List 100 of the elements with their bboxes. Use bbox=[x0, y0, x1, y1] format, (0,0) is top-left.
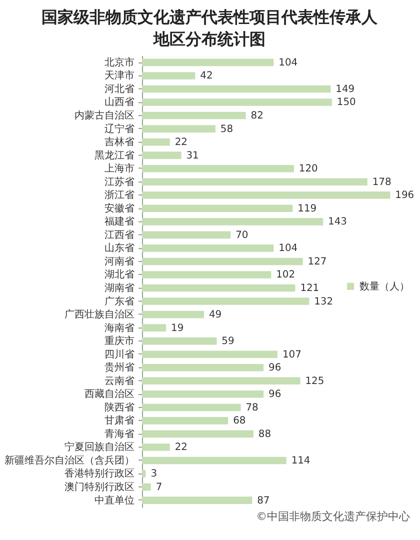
bar bbox=[142, 112, 246, 120]
y-tick-label: 新疆维吾尔自治区（含兵团） bbox=[4, 454, 135, 466]
bar bbox=[142, 284, 296, 292]
bar bbox=[142, 138, 170, 146]
y-tick-label: 江西省 bbox=[104, 228, 135, 241]
bar bbox=[142, 191, 390, 199]
y-tick-label: 重庆市 bbox=[104, 335, 135, 348]
bar bbox=[142, 244, 274, 252]
data-label: 82 bbox=[250, 110, 264, 122]
y-tick-label: 四川省 bbox=[104, 348, 135, 360]
bar bbox=[142, 125, 216, 132]
data-label: 119 bbox=[298, 203, 317, 214]
bar bbox=[142, 218, 324, 226]
y-tick-label: 黑龙江省 bbox=[94, 149, 135, 162]
data-label: 58 bbox=[220, 124, 234, 135]
bar bbox=[142, 310, 204, 318]
data-label: 196 bbox=[395, 190, 414, 202]
y-tick-label: 甘肃省 bbox=[104, 414, 135, 427]
bar bbox=[142, 404, 241, 412]
data-label: 22 bbox=[174, 442, 188, 454]
y-tick-label: 贵州省 bbox=[104, 362, 135, 374]
y-tick-label: 海南省 bbox=[104, 322, 135, 334]
y-tick-label: 河南省 bbox=[104, 255, 135, 268]
data-label: 3 bbox=[150, 468, 158, 480]
data-label: 125 bbox=[305, 376, 324, 387]
y-tick-label: 香港特别行政区 bbox=[64, 468, 135, 480]
legend-label: 数量（人） bbox=[359, 281, 410, 292]
bar bbox=[142, 470, 146, 478]
y-tick-label: 湖北省 bbox=[104, 268, 135, 281]
data-label: 178 bbox=[372, 176, 392, 188]
y-tick-label: 中直单位 bbox=[94, 494, 135, 506]
data-label: 104 bbox=[278, 243, 298, 254]
y-tick-label: 广西壮族自治区 bbox=[64, 308, 135, 321]
y-tick-label: 湖南省 bbox=[104, 282, 135, 294]
y-tick-label: 河北省 bbox=[104, 82, 135, 95]
y-tick-label: 陕西省 bbox=[104, 401, 135, 414]
y-tick-label: 山东省 bbox=[104, 242, 135, 254]
y-tick-label: 宁夏回族自治区 bbox=[64, 441, 135, 454]
y-tick-label: 西藏自治区 bbox=[84, 388, 135, 400]
bar bbox=[142, 231, 231, 239]
bar bbox=[142, 496, 252, 504]
y-tick-label: 天津市 bbox=[104, 70, 135, 82]
bar bbox=[142, 364, 264, 372]
bar bbox=[142, 324, 166, 332]
data-label: 7 bbox=[156, 482, 162, 494]
data-label: 19 bbox=[171, 322, 184, 334]
data-label: 87 bbox=[257, 495, 270, 506]
bar bbox=[142, 456, 286, 464]
y-tick-label: 安徽省 bbox=[104, 202, 135, 214]
bar bbox=[142, 430, 254, 438]
y-tick-label: 吉林省 bbox=[104, 136, 135, 148]
data-label: 68 bbox=[233, 416, 246, 427]
data-label: 121 bbox=[300, 282, 320, 294]
data-label: 132 bbox=[314, 296, 334, 308]
y-tick-label: 内蒙古自治区 bbox=[74, 110, 135, 122]
y-tick-label: 广东省 bbox=[104, 295, 135, 308]
data-label: 102 bbox=[276, 270, 296, 281]
data-label: 127 bbox=[308, 256, 327, 268]
bar bbox=[142, 337, 217, 345]
data-label: 42 bbox=[200, 70, 213, 82]
y-tick-label: 云南省 bbox=[104, 374, 135, 387]
bar bbox=[142, 85, 331, 93]
data-label: 96 bbox=[268, 362, 282, 374]
data-label: 104 bbox=[278, 57, 298, 68]
bar bbox=[142, 271, 272, 278]
data-label: 31 bbox=[186, 150, 199, 162]
chart-title: 国家级非物质文化遗产代表性项目代表性传承人地区分布统计图 bbox=[42, 8, 379, 49]
y-tick-label: 福建省 bbox=[104, 216, 135, 228]
data-label: 107 bbox=[282, 349, 302, 360]
data-label: 70 bbox=[236, 230, 248, 241]
y-tick-label: 辽宁省 bbox=[104, 122, 135, 135]
data-label: 114 bbox=[291, 455, 310, 466]
bar bbox=[142, 298, 310, 305]
bar bbox=[142, 258, 303, 266]
y-tick-label: 山西省 bbox=[104, 96, 135, 108]
y-tick-label: 澳门特别行政区 bbox=[64, 481, 135, 494]
bar bbox=[142, 164, 294, 172]
data-label: 96 bbox=[268, 389, 282, 400]
bar bbox=[142, 350, 278, 358]
y-tick-label: 江苏省 bbox=[104, 176, 135, 188]
y-tick-label: 北京市 bbox=[104, 56, 135, 68]
data-label: 150 bbox=[336, 97, 356, 108]
data-label: 88 bbox=[258, 428, 272, 440]
y-tick-label: 浙江省 bbox=[104, 189, 135, 202]
bar bbox=[142, 483, 151, 491]
bar bbox=[142, 377, 300, 385]
bar bbox=[142, 444, 170, 451]
bar bbox=[142, 98, 332, 106]
data-label: 78 bbox=[246, 402, 258, 414]
bar bbox=[142, 204, 293, 212]
bar bbox=[142, 152, 182, 159]
data-label: 22 bbox=[174, 137, 188, 148]
bar bbox=[142, 390, 264, 398]
text: ©中国非物质文化遗产保护中心 bbox=[256, 510, 410, 524]
data-label: 149 bbox=[336, 84, 355, 95]
y-tick-label: 青海省 bbox=[104, 428, 135, 440]
bar bbox=[142, 178, 368, 186]
data-label: 59 bbox=[222, 336, 234, 348]
data-label: 120 bbox=[298, 164, 318, 175]
data-label: 143 bbox=[328, 216, 347, 228]
